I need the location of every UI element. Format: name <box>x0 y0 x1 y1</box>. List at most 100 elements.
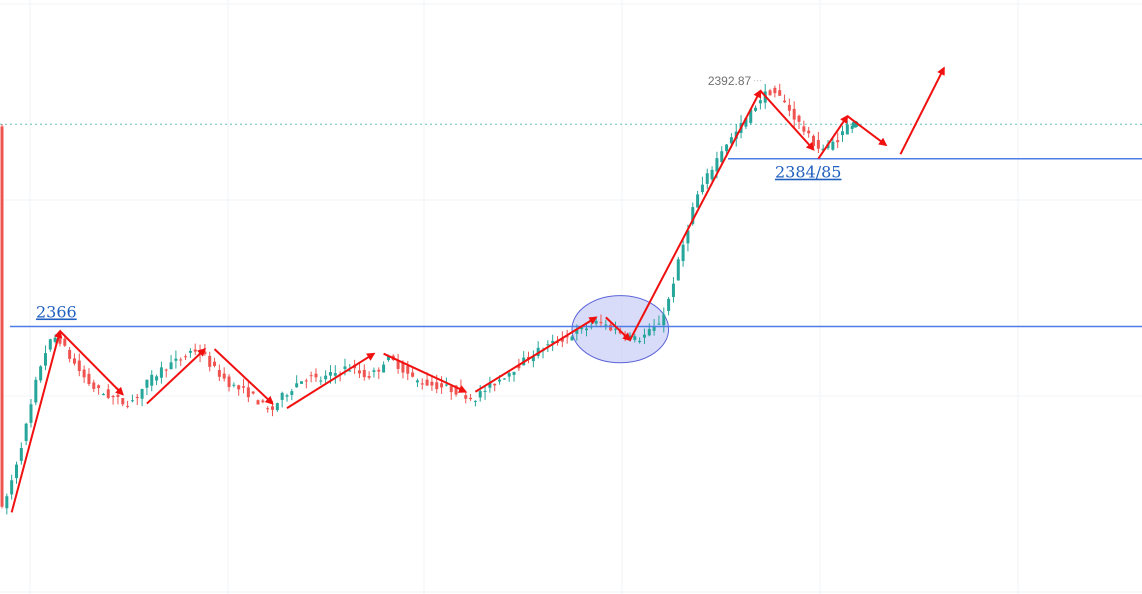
candle-body <box>184 356 188 358</box>
candle-body <box>72 358 76 364</box>
candle-body <box>754 107 758 111</box>
trend-arrow <box>59 330 124 396</box>
candle-body <box>536 347 540 356</box>
trend-arrow <box>10 329 63 513</box>
level-2384-85-label: 2384/85 <box>775 163 841 182</box>
candle-body <box>792 108 796 120</box>
candle-body <box>155 376 159 381</box>
candle-body <box>696 194 700 208</box>
candle-body <box>304 380 308 382</box>
candle-body <box>662 314 666 326</box>
candle-body <box>841 131 845 136</box>
trend-arrow <box>605 316 632 342</box>
candle-body <box>10 480 14 495</box>
candle-body <box>29 404 33 423</box>
candle-body <box>652 326 656 331</box>
candle-body <box>179 359 183 361</box>
candle-body <box>556 341 560 343</box>
candle-body <box>498 379 502 382</box>
candle-body <box>778 90 782 96</box>
candle-body <box>203 351 207 355</box>
candle-body <box>314 373 318 378</box>
candle-body <box>478 391 482 398</box>
candle-body <box>348 370 352 372</box>
candle-body <box>150 374 154 386</box>
candle-body <box>362 369 366 378</box>
candle-body <box>469 397 473 400</box>
candle-body <box>242 386 246 388</box>
candle-body <box>502 378 506 380</box>
candle-body <box>725 144 729 152</box>
candle-body <box>787 104 791 111</box>
candle-body <box>584 328 588 331</box>
candle-body <box>53 337 57 342</box>
candle-body <box>188 350 192 353</box>
candle-body <box>560 338 564 342</box>
candle-body <box>700 184 704 193</box>
candle-body <box>729 137 733 144</box>
candle-body <box>749 109 753 123</box>
candle-body <box>647 328 651 336</box>
candle-body <box>251 391 255 394</box>
candle-body <box>473 400 477 402</box>
candle-body <box>92 382 96 389</box>
candle-body <box>773 87 777 94</box>
candle-body <box>580 327 584 330</box>
candle-body <box>34 379 38 403</box>
candle-body <box>213 361 217 366</box>
trend-arrow <box>899 66 945 155</box>
candle-body <box>135 397 139 399</box>
trend-arrow <box>629 89 762 341</box>
candle-body <box>106 389 110 398</box>
candle-body <box>39 366 43 381</box>
candle-body <box>744 117 748 127</box>
candle-body <box>261 400 265 403</box>
candle-body <box>570 336 574 341</box>
candle-body <box>720 151 724 163</box>
candle-body <box>715 158 719 172</box>
candle-body <box>517 365 521 369</box>
candle-body <box>531 356 535 362</box>
candle-body <box>58 334 62 344</box>
candle-body <box>333 373 337 376</box>
trend-arrow <box>474 316 598 393</box>
candle-body <box>821 148 825 151</box>
candle-body <box>377 369 381 372</box>
candle-body <box>130 400 134 402</box>
candle-body <box>512 371 516 375</box>
candle-body <box>802 126 806 132</box>
candle-body <box>367 376 371 378</box>
trend-arrow <box>817 114 849 160</box>
candle-body <box>565 336 569 338</box>
candle-body <box>642 334 646 338</box>
candle-body <box>208 355 212 367</box>
candle-body <box>435 382 439 390</box>
candle-body <box>657 323 661 325</box>
candle-body <box>237 385 241 390</box>
candle-body <box>850 125 854 129</box>
candle-body <box>111 395 115 398</box>
candle-body <box>546 344 550 346</box>
candle-body <box>768 90 772 96</box>
candle-body <box>227 376 231 388</box>
trend-arrow <box>146 347 207 405</box>
candle-body <box>613 328 617 330</box>
candle-body <box>372 370 376 372</box>
candle-body <box>271 406 275 410</box>
candle-body <box>0 126 4 507</box>
candle-body <box>285 395 289 397</box>
trend-arrow <box>383 352 468 393</box>
candle-body <box>807 130 811 134</box>
candle-body <box>401 362 405 373</box>
candle-body <box>343 366 347 369</box>
candle-body <box>290 391 294 395</box>
candle-body <box>705 173 709 184</box>
candle-body <box>440 383 444 388</box>
candle-body <box>319 380 323 382</box>
candle-body <box>671 283 675 298</box>
candle-body <box>217 369 221 377</box>
candle-body <box>68 349 72 359</box>
candle-body <box>357 370 361 374</box>
candle-body <box>232 384 236 386</box>
